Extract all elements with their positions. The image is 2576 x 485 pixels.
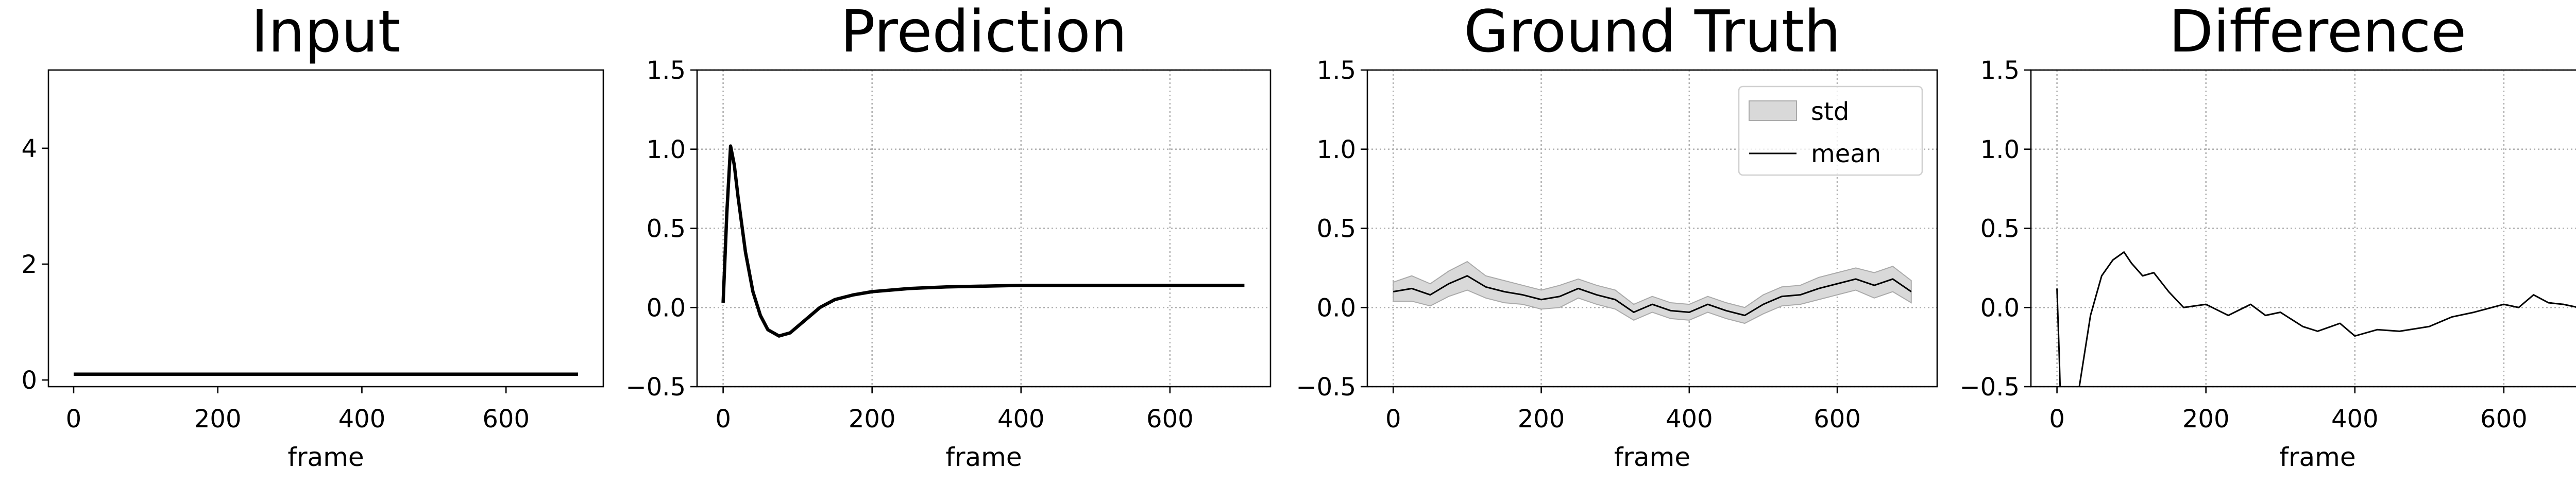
axes-frame (2030, 69, 2576, 388)
line (1393, 275, 1912, 317)
y-tick-label: 1.0 (1317, 135, 1356, 164)
std-band (1393, 261, 1912, 324)
y-tick-label: −0.5 (1296, 373, 1356, 402)
y-tick-label: 1.0 (1980, 135, 2020, 164)
x-axis-label: frame (945, 442, 1022, 472)
x-tick-label: 200 (849, 405, 896, 434)
panel: Difference frame 0 200 400 600 −0.5 0.0 0.5 1.0 1.… (1959, 0, 2576, 472)
panel-title: Prediction (840, 0, 1127, 65)
x-tick-label: 400 (2331, 405, 2379, 434)
axes-frame (696, 69, 1272, 388)
y-tick-label: 0.0 (1317, 293, 1356, 322)
line (2056, 251, 2576, 387)
y-tick-label: 1.5 (1980, 56, 2020, 85)
y-tick-label: 0.0 (647, 293, 686, 322)
x-tick-label: 0 (2049, 405, 2065, 434)
panel: Input frame 0 200 400 600 0 2 4 (21, 0, 604, 472)
y-tick-label: 0 (21, 366, 37, 395)
y-tick-label: 1.5 (1317, 56, 1356, 85)
x-tick-label: 200 (2182, 405, 2230, 434)
x-axis-label: frame (2279, 442, 2355, 472)
panel-title: Input (251, 0, 400, 65)
panel: Prediction frame 0 200 400 600 −0.5 0.0 0.5 1.0 1.… (625, 0, 1272, 472)
x-tick-label: 0 (715, 405, 731, 434)
x-tick-label: 600 (1146, 405, 1194, 434)
legend-label: std (1811, 97, 1849, 126)
x-tick-label: 200 (1518, 405, 1565, 434)
legend: std mean (1738, 85, 1923, 176)
y-tick-label: 1.5 (647, 56, 686, 85)
panel-title: Difference (2169, 0, 2466, 65)
x-tick-label: 0 (1385, 405, 1401, 434)
y-tick-label: 0.5 (1980, 215, 2020, 244)
x-tick-label: 400 (338, 405, 386, 434)
x-tick-label: 600 (482, 405, 530, 434)
y-tick-label: 4 (21, 134, 37, 163)
axes-frame (47, 69, 604, 388)
y-tick-label: 2 (21, 250, 37, 279)
line (721, 144, 1245, 338)
y-tick-label: 0.5 (647, 215, 686, 244)
x-tick-label: 200 (194, 405, 242, 434)
x-tick-label: 400 (997, 405, 1045, 434)
panel-title: Ground Truth (1464, 0, 1840, 65)
y-tick-label: 0.5 (1317, 215, 1356, 244)
x-tick-label: 400 (1666, 405, 1713, 434)
y-tick-label: 1.0 (647, 135, 686, 164)
legend-swatch (1749, 100, 1797, 121)
panel: Ground Truth frame 0 200 400 600 −0.5 0.0 0.5 1.0… (1296, 0, 1938, 472)
legend-label: mean (1811, 140, 1881, 168)
y-tick-label: 0.0 (1980, 293, 2020, 322)
x-axis-label: frame (1614, 442, 1690, 472)
y-tick-label: −0.5 (1959, 373, 2020, 402)
x-axis-label: frame (287, 442, 364, 472)
x-tick-label: 0 (66, 405, 82, 434)
axes-frame (1366, 69, 1938, 388)
x-tick-label: 600 (1814, 405, 1861, 434)
x-tick-label: 600 (2480, 405, 2528, 434)
y-tick-label: −0.5 (625, 373, 686, 402)
